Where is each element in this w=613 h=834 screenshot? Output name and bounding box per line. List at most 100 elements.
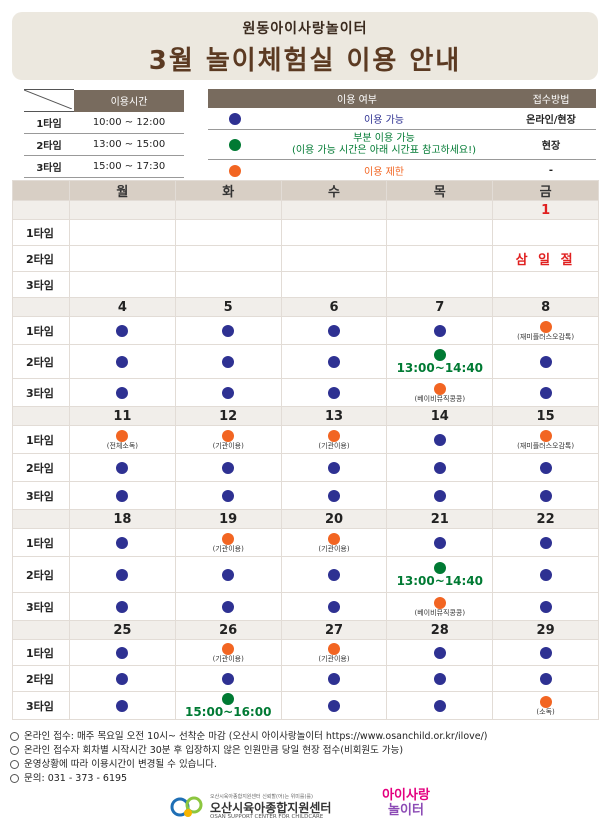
schedule-cell: (기관이용) <box>280 639 388 666</box>
schedule-cell <box>69 691 176 720</box>
available-dot-icon <box>222 569 235 581</box>
slot-label: 3타임 <box>24 155 74 178</box>
available-dot-icon <box>116 673 129 685</box>
schedule-cell <box>386 316 494 345</box>
date-cell: 6 <box>280 297 388 317</box>
date-cell: 29 <box>492 620 599 640</box>
schedule-cell: (기관이용) <box>174 528 282 557</box>
partial-dot-icon <box>433 562 446 574</box>
available-dot-icon <box>539 673 552 685</box>
slot-row: 2타임 삼 일 절 <box>12 245 599 272</box>
schedule-cell <box>174 271 282 298</box>
slot-row: 3타임 (베이비뮤직콩콩) <box>12 592 599 621</box>
schedule-cell <box>492 639 599 666</box>
available-dot-icon <box>539 490 552 502</box>
schedule-cell: (재미플러스오감톡) <box>492 316 599 345</box>
partial-dot-icon <box>222 693 235 705</box>
date-cell: 12 <box>174 406 282 426</box>
schedule-cell <box>386 639 494 666</box>
slot-label: 1타임 <box>12 425 70 454</box>
legend-table: 이용 여부 접수방법 이용 가능 온라인/현장 부분 이용 가능 (이용 가능 … <box>208 89 596 182</box>
available-dot-icon <box>539 601 552 613</box>
slot-row: 1타임 <box>12 219 599 246</box>
schedule-cell <box>69 245 176 272</box>
schedule-cell <box>69 344 176 379</box>
restriction-note: (기관이용) <box>212 544 244 553</box>
schedule-cell <box>174 344 282 379</box>
slot-label: 3타임 <box>12 481 70 510</box>
schedule-cell <box>280 271 388 298</box>
restricted-dot-icon <box>433 596 446 609</box>
date-row: 1 <box>12 200 599 220</box>
available-dot-icon <box>327 462 340 474</box>
date-cell: 25 <box>69 620 176 640</box>
available-dot-icon <box>539 462 552 474</box>
schedule-cell <box>174 245 282 272</box>
date-cell: 20 <box>280 509 388 529</box>
calendar-corner <box>12 180 70 201</box>
schedule-cell <box>386 271 494 298</box>
available-dot-icon <box>327 387 340 399</box>
date-cell <box>69 200 176 220</box>
time-table-header: 이용시간 <box>74 89 184 112</box>
legend-partial: 부분 이용 가능 <box>353 132 415 144</box>
restricted-dot-icon <box>433 382 446 395</box>
partial-time: 15:00~16:00 <box>184 705 272 719</box>
date-cell: 4 <box>69 297 176 317</box>
slot-row: 1타임 (기관이용) (기관이용) <box>12 639 599 666</box>
day-header: 화 <box>174 180 282 201</box>
schedule-cell <box>174 453 282 482</box>
slot-label: 1타임 <box>12 219 70 246</box>
slot-row: 2타임 <box>12 453 599 482</box>
available-dot-icon <box>222 601 235 613</box>
time-table-corner <box>24 89 74 112</box>
restricted-dot-icon <box>327 532 340 545</box>
slot-label: 2타임 <box>12 556 70 593</box>
schedule-cell <box>280 344 388 379</box>
schedule-cell <box>174 378 282 407</box>
legend-status-header: 이용 여부 <box>208 89 506 108</box>
schedule-cell <box>280 245 388 272</box>
schedule-cell: (기관이용) <box>280 425 388 454</box>
available-dot-icon <box>433 325 446 337</box>
schedule-cell <box>174 316 282 345</box>
schedule-cell <box>386 691 494 720</box>
schedule-cell <box>69 219 176 246</box>
slot-label: 2타임 <box>24 133 74 156</box>
date-cell: 28 <box>386 620 494 640</box>
available-dot-icon <box>433 700 446 712</box>
schedule-cell <box>174 219 282 246</box>
date-cell: 18 <box>69 509 176 529</box>
center-eng-name: OSAN SUPPORT CENTER FOR CHILDCARE <box>210 814 324 820</box>
date-cell: 7 <box>386 297 494 317</box>
schedule-cell <box>280 592 388 621</box>
available-dot-icon <box>222 673 235 685</box>
date-cell: 15 <box>492 406 599 426</box>
available-dot-icon <box>327 569 340 581</box>
slot-time: 13:00 ~ 15:00 <box>74 133 184 156</box>
restriction-note: (기관이용) <box>318 654 350 663</box>
restricted-dot-icon <box>539 320 552 333</box>
banner-subtitle: 원동아이사랑놀이터 <box>242 21 368 37</box>
available-dot-icon <box>327 700 340 712</box>
slot-row: 3타임 (베이비뮤직콩콩) <box>12 378 599 407</box>
restricted-dot-icon <box>222 532 235 545</box>
restricted-dot-icon <box>327 429 340 442</box>
schedule-cell <box>492 592 599 621</box>
day-header: 목 <box>386 180 494 201</box>
footer-line: 운영상황에 따라 이용시간이 변경될 수 있습니다. <box>10 758 488 772</box>
calendar-table: 월 화 수 목 금 1 1타임 2타임 삼 일 절 3타임 4 5 6 7 8 1타임 (재미플러스오… <box>12 180 599 720</box>
schedule-cell <box>69 453 176 482</box>
page-title: 3월 놀이체험실 이용 안내 <box>148 46 462 76</box>
schedule-cell <box>492 453 599 482</box>
schedule-cell <box>492 481 599 510</box>
schedule-cell <box>386 481 494 510</box>
schedule-cell <box>69 639 176 666</box>
date-cell <box>280 200 388 220</box>
available-dot-icon <box>539 537 552 549</box>
restricted-dot-icon <box>116 429 129 442</box>
schedule-cell <box>280 453 388 482</box>
available-dot-icon <box>229 112 241 125</box>
schedule-cell <box>280 481 388 510</box>
